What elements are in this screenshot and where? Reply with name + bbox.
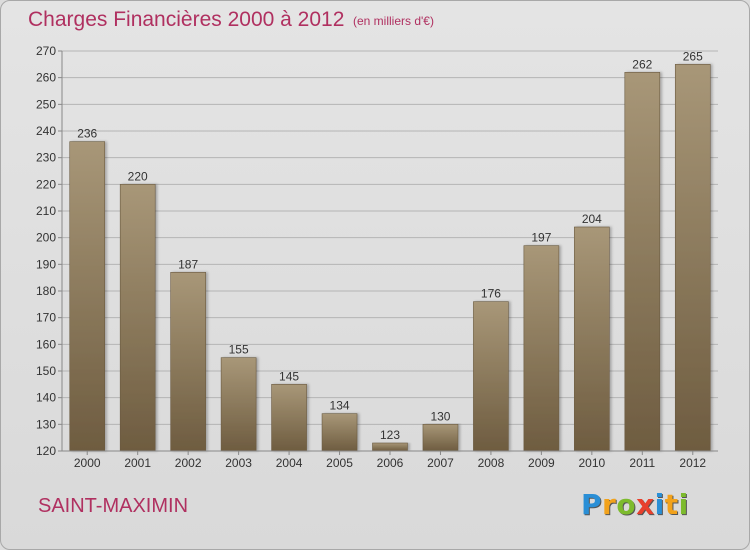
bar-value-labels: 236 220 187 155 145 134 123 130 176 197 204 262 265 — [77, 49, 703, 442]
bar-value-label: 220 — [128, 169, 148, 183]
bar-value-label: 262 — [632, 57, 652, 71]
bar-value-label: 187 — [178, 257, 198, 271]
y-tick-label: 150 — [36, 364, 56, 378]
chart-subtitle: (en milliers d'€) — [353, 14, 434, 28]
y-tick-label: 260 — [36, 71, 56, 85]
y-tick-label: 120 — [36, 444, 56, 458]
bar-2000 — [69, 141, 106, 452]
proxiti-logo: Proxiti — [581, 488, 689, 521]
bar-value-label: 236 — [77, 127, 97, 141]
y-tick-label: 240 — [36, 124, 56, 138]
bar-value-label: 123 — [380, 428, 400, 442]
chart-title: Charges Financières 2000 à 2012 — [28, 8, 345, 31]
bar-2009 — [523, 245, 560, 452]
bars — [69, 64, 711, 452]
x-tick-label: 2001 — [124, 456, 151, 470]
logo-letter: x — [636, 488, 655, 521]
y-tick-label: 140 — [36, 391, 56, 405]
bar-2011 — [624, 72, 661, 452]
bar-2008 — [473, 301, 509, 452]
bar-2002 — [170, 272, 206, 452]
bar-2010 — [574, 226, 610, 452]
y-tick-label: 190 — [36, 257, 56, 271]
x-tick-label: 2011 — [629, 456, 655, 470]
bar-value-label: 176 — [481, 287, 501, 301]
commune-name: SAINT-MAXIMIN — [38, 495, 189, 517]
logo-letter: o — [616, 488, 637, 521]
x-tick-label: 2008 — [478, 456, 505, 470]
y-tick-label: 270 — [36, 44, 56, 58]
bar-value-label: 134 — [330, 399, 350, 413]
logo-letter: i — [678, 488, 689, 521]
y-tick-label: 200 — [36, 231, 56, 245]
bar-2004 — [271, 384, 307, 452]
bar-value-label: 155 — [229, 343, 249, 357]
y-tick-label: 170 — [36, 311, 56, 325]
x-tick-label: 2012 — [679, 456, 706, 470]
y-tick-label: 210 — [36, 204, 56, 218]
grid-lines — [62, 50, 718, 452]
x-tick-label: 2003 — [225, 456, 252, 470]
y-tick-label: 250 — [36, 97, 56, 111]
logo-letter: r — [602, 488, 617, 521]
x-tick-label: 2004 — [276, 456, 303, 470]
logo-letter: P — [581, 488, 603, 521]
bar-2006 — [372, 442, 408, 452]
y-axis-ticks: 120 130 140 150 160 170 180 190 200 210 220 230 240 2… — [36, 44, 63, 458]
x-tick-label: 2007 — [427, 456, 454, 470]
bar-value-label: 145 — [279, 369, 299, 383]
bar-2005 — [321, 413, 358, 452]
x-tick-label: 2000 — [74, 456, 101, 470]
bar-2012 — [674, 64, 711, 452]
plot-area — [62, 51, 718, 451]
y-tick-label: 220 — [36, 177, 56, 191]
x-axis-ticks: 2000 2001 2002 2003 2004 2005 2006 2007 2008 2009… — [62, 450, 718, 470]
bar-value-label: 265 — [683, 49, 703, 63]
x-tick-label: 2002 — [175, 456, 202, 470]
logo-letter: i — [654, 488, 665, 521]
logo-letter: t — [664, 488, 679, 521]
y-tick-label: 160 — [36, 337, 56, 351]
bar-2003 — [220, 357, 257, 452]
x-tick-label: 2010 — [578, 456, 605, 470]
y-tick-label: 230 — [36, 151, 56, 165]
x-tick-label: 2006 — [377, 456, 404, 470]
bar-value-label: 130 — [430, 409, 450, 423]
bar-value-label: 204 — [582, 212, 602, 226]
y-tick-label: 180 — [36, 284, 56, 298]
bar-value-label: 197 — [531, 231, 551, 245]
x-tick-label: 2009 — [528, 456, 555, 470]
y-tick-label: 130 — [36, 417, 56, 431]
bar-2007 — [422, 424, 459, 452]
bar-2001 — [119, 184, 156, 452]
x-tick-label: 2005 — [326, 456, 353, 470]
